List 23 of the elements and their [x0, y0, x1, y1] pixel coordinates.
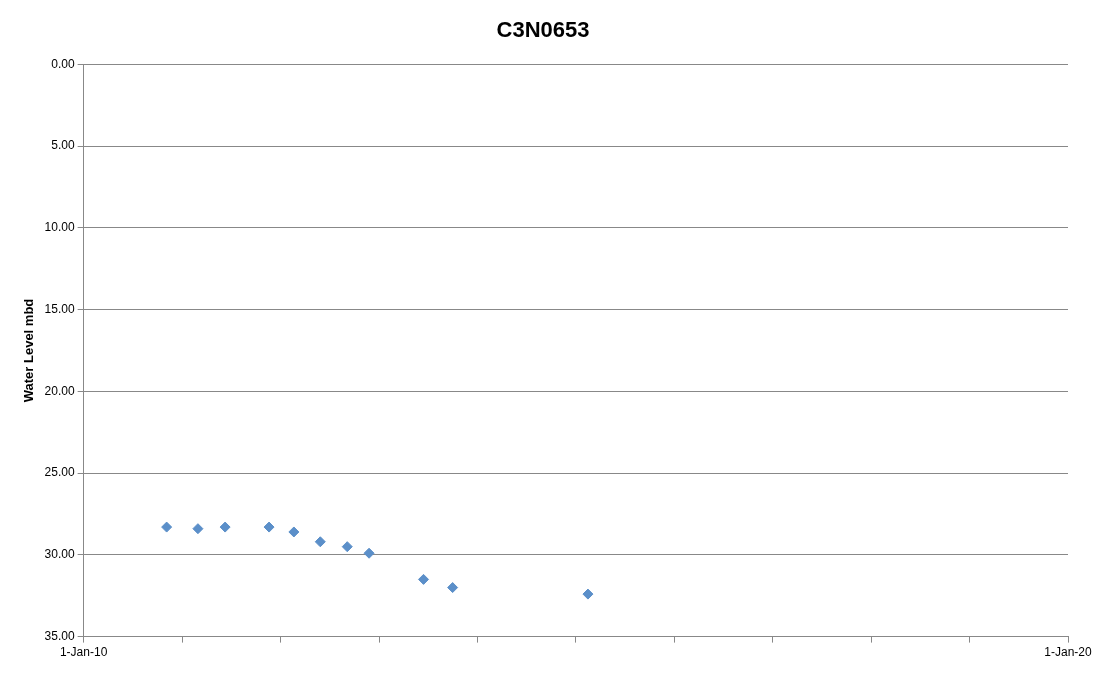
y-tick-label: 20.00 — [44, 383, 75, 398]
chart-title: C3N0653 — [496, 17, 590, 43]
point — [582, 588, 594, 600]
point — [288, 526, 300, 538]
point — [219, 521, 231, 533]
point — [341, 541, 353, 553]
y-tick-label: 25.00 — [44, 465, 75, 480]
point — [363, 547, 375, 559]
point — [418, 573, 430, 585]
point — [447, 582, 459, 594]
y-tick-label: 15.00 — [44, 301, 75, 316]
point — [161, 521, 173, 533]
y-tick-label: 30.00 — [44, 547, 75, 562]
x-tick-label: 1-Jan-10 — [59, 645, 108, 660]
point — [192, 523, 204, 535]
point — [314, 536, 326, 548]
y-tick-label: 5.00 — [51, 138, 75, 153]
y-tick-label: 35.00 — [44, 628, 75, 643]
y-axis-title: Water Level mbd — [21, 298, 37, 403]
y-tick-label: 0.00 — [51, 56, 75, 71]
y-tick-label: 10.00 — [44, 220, 75, 235]
x-tick-label: 1-Jan-20 — [1044, 645, 1092, 660]
point — [263, 521, 275, 533]
